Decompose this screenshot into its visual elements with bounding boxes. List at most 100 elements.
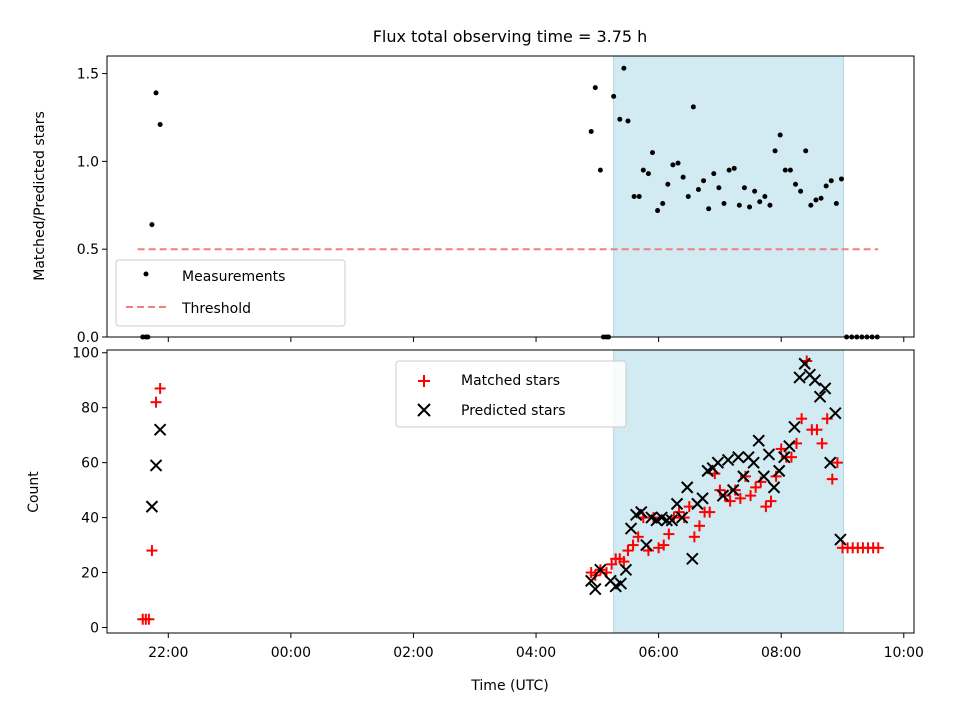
predicted-star-point: [716, 489, 730, 502]
measurement-point: [695, 186, 701, 192]
measurement-point: [767, 202, 773, 208]
matched-star-point: [627, 539, 639, 551]
measurement-point: [706, 206, 712, 212]
measurement-point: [736, 202, 742, 208]
measurement-point: [833, 201, 839, 207]
legend-matched-marker: [418, 375, 430, 387]
y-tick-label: 1.0: [77, 154, 99, 170]
matched-star-point: [678, 512, 690, 524]
predicted-star-point: [778, 450, 791, 464]
matched-star-point: [872, 542, 884, 554]
x-axis-label: Time (UTC): [470, 678, 548, 694]
x-tick-label: 10:00: [884, 645, 924, 661]
top-legend: Measurements Threshold: [115, 259, 346, 327]
measurement-point: [798, 188, 804, 194]
matched-star-point: [750, 481, 762, 493]
predicted-star-point: [670, 497, 684, 511]
measurement-point: [793, 181, 799, 187]
measurement-point: [772, 148, 778, 154]
matched-star-point: [693, 520, 705, 532]
predicted-star-point: [624, 522, 638, 535]
measurement-point: [731, 165, 737, 171]
predicted-star-point: [696, 492, 709, 505]
matched-star-point: [143, 613, 155, 625]
matched-star-point: [146, 545, 158, 557]
matched-star-point: [831, 457, 843, 469]
predicted-star-point: [584, 574, 598, 588]
measurement-point: [621, 65, 627, 71]
measurement-point: [149, 222, 155, 228]
matched-star-point: [785, 451, 797, 463]
matched-star-point: [729, 484, 741, 496]
predicted-star-point: [635, 505, 648, 519]
y-tick-label: 40: [81, 511, 99, 527]
matched-star-point: [765, 495, 777, 507]
x-tick-label: 06:00: [638, 645, 678, 661]
predicted-star-point: [614, 577, 628, 590]
chart-title: Flux total observing time = 3.75 h: [373, 27, 648, 46]
measurement-point: [721, 201, 727, 207]
predicted-star-point: [711, 456, 725, 469]
measurement-point: [828, 178, 834, 184]
predicted-star-point: [808, 374, 822, 387]
matched-star-point: [816, 437, 828, 449]
matched-star-point: [826, 473, 838, 485]
predicted-star-point: [665, 514, 679, 527]
measurement-point: [660, 201, 666, 207]
measurement-point: [588, 129, 594, 135]
measurement-point: [665, 181, 671, 187]
measurement-point: [685, 194, 691, 199]
x-tick-label: 04:00: [516, 645, 556, 661]
predicted-star-point: [619, 563, 633, 577]
y-tick-label: 100: [72, 346, 99, 362]
y-tick-label: 0.0: [77, 330, 99, 346]
predicted-star-point: [793, 371, 806, 384]
measurement-point: [701, 178, 707, 184]
matched-star-point: [704, 506, 716, 518]
predicted-star-point: [721, 453, 735, 467]
y-tick-label: 1.5: [77, 67, 99, 83]
y-tick-label: 0: [90, 621, 99, 637]
predicted-star-point: [145, 500, 159, 513]
matched-star-point: [154, 382, 166, 394]
measurement-point: [597, 167, 603, 173]
bottom-plot-frame: [106, 349, 915, 634]
y-tick-label: 80: [81, 401, 99, 417]
measurement-point: [625, 118, 631, 124]
matched-star-point: [632, 531, 644, 543]
measurement-point: [649, 150, 655, 156]
measurement-point: [741, 185, 747, 191]
measurement-point: [645, 171, 651, 177]
legend-measurements-marker: [143, 271, 149, 277]
measurement-point: [813, 197, 819, 203]
measurement-point: [777, 132, 783, 138]
measurement-point: [757, 199, 763, 205]
x-tick-label: 08:00: [761, 645, 801, 661]
predicted-star-point: [594, 563, 607, 577]
predicted-star-point: [752, 434, 765, 447]
matched-star-point: [760, 501, 772, 513]
matched-star-point: [796, 413, 808, 425]
measurement-point: [153, 90, 159, 96]
matched-star-point: [658, 539, 670, 551]
measurement-point: [808, 202, 814, 208]
predicted-star-point: [798, 357, 811, 370]
measurement-point: [803, 148, 809, 154]
measurement-point: [670, 162, 676, 168]
matched-star-point: [745, 490, 757, 502]
predicted-star-point: [762, 448, 776, 461]
predicted-star-point: [681, 481, 694, 494]
measurement-point: [752, 188, 758, 194]
measurement-point: [747, 204, 753, 210]
y-tick-label: 20: [81, 566, 99, 582]
measurement-point: [787, 167, 793, 173]
top-plot-frame: [106, 55, 915, 338]
y-tick-label: 0.5: [77, 242, 99, 258]
predicted-star-point: [783, 439, 796, 453]
matched-star-point: [739, 470, 751, 482]
legend-matched-label: Matched stars: [461, 373, 560, 389]
matched-star-point: [683, 501, 695, 513]
measurement-point: [818, 195, 824, 201]
predicted-star-point: [589, 582, 602, 596]
